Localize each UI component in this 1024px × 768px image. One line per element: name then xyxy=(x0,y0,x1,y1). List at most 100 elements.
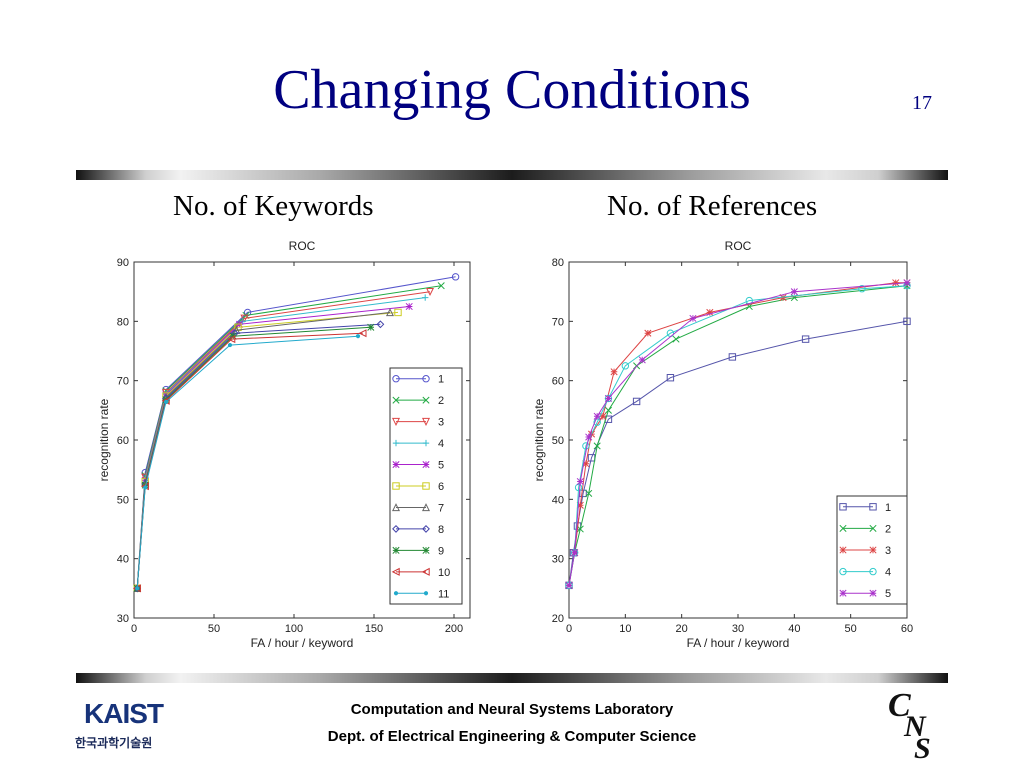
data-point xyxy=(358,329,367,338)
legend-marker xyxy=(839,567,847,576)
legend-label: 7 xyxy=(438,502,444,514)
subtitle-references: No. of References xyxy=(607,190,818,222)
legend-marker xyxy=(392,460,400,469)
series-5 xyxy=(565,279,911,589)
legend-marker xyxy=(839,546,847,554)
data-point xyxy=(610,368,618,376)
y-tick-label: 80 xyxy=(552,257,564,269)
data-point xyxy=(790,288,798,296)
data-point xyxy=(892,279,900,287)
footer-lab-name: Computation and Neural Systems Laborator… xyxy=(350,701,674,718)
series-9 xyxy=(133,323,375,592)
data-point xyxy=(227,335,236,344)
y-axis-label: recognition rate xyxy=(535,398,546,481)
legend-marker xyxy=(392,439,400,447)
y-tick-label: 70 xyxy=(552,316,564,328)
data-point xyxy=(576,477,584,486)
y-tick-label: 30 xyxy=(117,613,129,625)
legend-label: 10 xyxy=(438,567,450,579)
data-point xyxy=(666,374,675,382)
legend-marker xyxy=(869,589,877,597)
subtitle-keywords: No. of Keywords xyxy=(173,190,374,222)
series-7 xyxy=(133,308,395,593)
data-point xyxy=(593,442,601,450)
legend: 1 2 3 4 5 6 7 8 9 10 11 xyxy=(389,367,463,605)
data-point xyxy=(574,483,583,492)
x-tick-label: 30 xyxy=(732,623,744,635)
data-point xyxy=(599,412,607,420)
y-tick-label: 80 xyxy=(117,316,129,328)
data-point xyxy=(437,282,445,290)
legend-label: 3 xyxy=(885,545,891,557)
data-point xyxy=(858,285,866,293)
data-point xyxy=(582,460,590,468)
legend-marker xyxy=(839,589,847,597)
legend-label: 6 xyxy=(438,481,444,493)
legend-marker xyxy=(839,524,847,532)
legend-label: 9 xyxy=(438,545,444,557)
data-point xyxy=(779,294,787,302)
legend-marker xyxy=(869,546,877,554)
y-tick-label: 30 xyxy=(552,554,564,566)
legend-label: 1 xyxy=(885,502,891,514)
series-8 xyxy=(133,320,385,593)
data-point xyxy=(135,586,140,591)
data-point xyxy=(229,332,237,340)
top-divider-bar xyxy=(76,170,948,180)
legend-label: 2 xyxy=(438,395,444,407)
legend-label: 4 xyxy=(438,438,444,450)
x-tick-label: 20 xyxy=(676,623,688,635)
legend-marker xyxy=(391,417,401,426)
data-point xyxy=(422,294,429,301)
legend-marker xyxy=(392,375,400,383)
data-point xyxy=(604,406,612,414)
data-point xyxy=(394,308,402,317)
x-tick-label: 10 xyxy=(619,623,631,635)
series-line xyxy=(136,326,371,589)
data-point xyxy=(903,279,911,287)
data-point xyxy=(604,394,612,403)
cns-logo: C N S xyxy=(888,687,931,764)
data-point xyxy=(355,334,361,339)
data-point xyxy=(644,329,652,337)
data-point xyxy=(689,314,697,322)
legend-marker xyxy=(869,524,877,532)
data-point xyxy=(579,489,587,498)
series-line xyxy=(136,306,410,589)
legend-marker xyxy=(421,503,431,512)
y-tick-label: 40 xyxy=(117,554,129,566)
x-tick-label: 60 xyxy=(901,623,913,635)
data-point xyxy=(638,356,646,364)
y-axis-label: recognition rate xyxy=(100,398,111,481)
data-point xyxy=(565,581,573,589)
legend-marker xyxy=(392,482,400,490)
data-point xyxy=(728,353,737,361)
data-point xyxy=(227,342,233,348)
footer-department: Dept. of Electrical Engineering & Comput… xyxy=(327,728,697,745)
x-tick-label: 100 xyxy=(285,623,303,635)
legend-label: 11 xyxy=(438,588,449,600)
legend-marker xyxy=(422,546,430,554)
legend-marker xyxy=(391,567,400,576)
data-point xyxy=(582,442,590,450)
series-6 xyxy=(133,308,402,593)
legend-label: 5 xyxy=(438,460,444,472)
series-line xyxy=(136,332,363,589)
series-10 xyxy=(132,329,367,593)
legend-label: 5 xyxy=(885,588,891,600)
legend-marker xyxy=(869,503,877,511)
y-tick-label: 70 xyxy=(117,376,129,388)
roc-chart-keywords: ROC 0 50 100 150 200 30 40 50 60 70 80 90 FA / hour /… xyxy=(100,239,471,650)
series-5 xyxy=(133,302,413,592)
x-tick-label: 200 xyxy=(445,623,463,635)
bottom-divider-bar xyxy=(76,673,948,683)
legend-marker xyxy=(422,482,430,490)
data-point xyxy=(585,433,593,441)
data-point xyxy=(621,362,630,370)
legend-marker xyxy=(422,460,430,469)
legend-marker xyxy=(839,503,847,511)
legend-marker xyxy=(392,525,400,533)
y-tick-label: 90 xyxy=(117,257,129,269)
legend-label: 3 xyxy=(438,417,444,429)
data-point xyxy=(593,412,601,420)
